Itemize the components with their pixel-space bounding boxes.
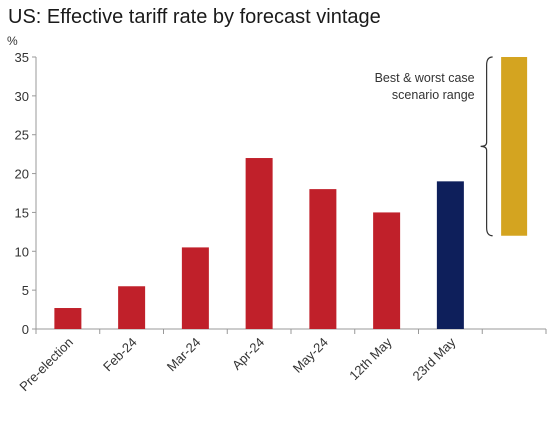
bar-1 <box>118 286 146 329</box>
bar-5 <box>373 212 401 329</box>
range-annotation-line: scenario range <box>392 88 475 102</box>
bars <box>54 158 464 329</box>
bar-6 <box>436 181 464 329</box>
y-tick-label: 35 <box>15 50 29 65</box>
x-tick-label: May-24 <box>290 335 331 376</box>
x-tick-label: Apr-24 <box>229 335 267 373</box>
bar-2 <box>181 247 209 329</box>
x-tick-label: Pre-election <box>16 335 76 395</box>
x-tick-label: 23rd May <box>410 334 459 383</box>
range-bar <box>501 57 528 236</box>
chart-title: US: Effective tariff rate by forecast vi… <box>8 6 381 28</box>
scenario-range: Best & worst case scenario range <box>375 56 528 237</box>
y-axis: 0 5 10 15 20 25 30 35 <box>15 50 37 337</box>
y-tick-label: 25 <box>15 128 29 143</box>
y-tick-label: 5 <box>22 283 29 298</box>
bar-0 <box>54 308 82 329</box>
bar-4 <box>309 189 337 329</box>
y-tick-label: 10 <box>15 244 29 259</box>
x-axis: Pre-election Feb-24 Mar-24 Apr-24 May-24 12th… <box>16 328 547 395</box>
x-tick-label: Feb-24 <box>100 335 140 375</box>
y-tick-label: 20 <box>15 167 29 182</box>
y-tick-label: 30 <box>15 89 29 104</box>
y-axis-label: % <box>7 34 18 48</box>
range-annotation-line: Best & worst case <box>375 71 475 85</box>
range-bracket <box>480 56 493 237</box>
x-tick-label: Mar-24 <box>164 335 204 375</box>
y-tick-label: 0 <box>22 322 29 337</box>
x-tick-label: 12th May <box>346 334 395 383</box>
bar-3 <box>245 158 273 329</box>
y-tick-label: 15 <box>15 205 29 220</box>
